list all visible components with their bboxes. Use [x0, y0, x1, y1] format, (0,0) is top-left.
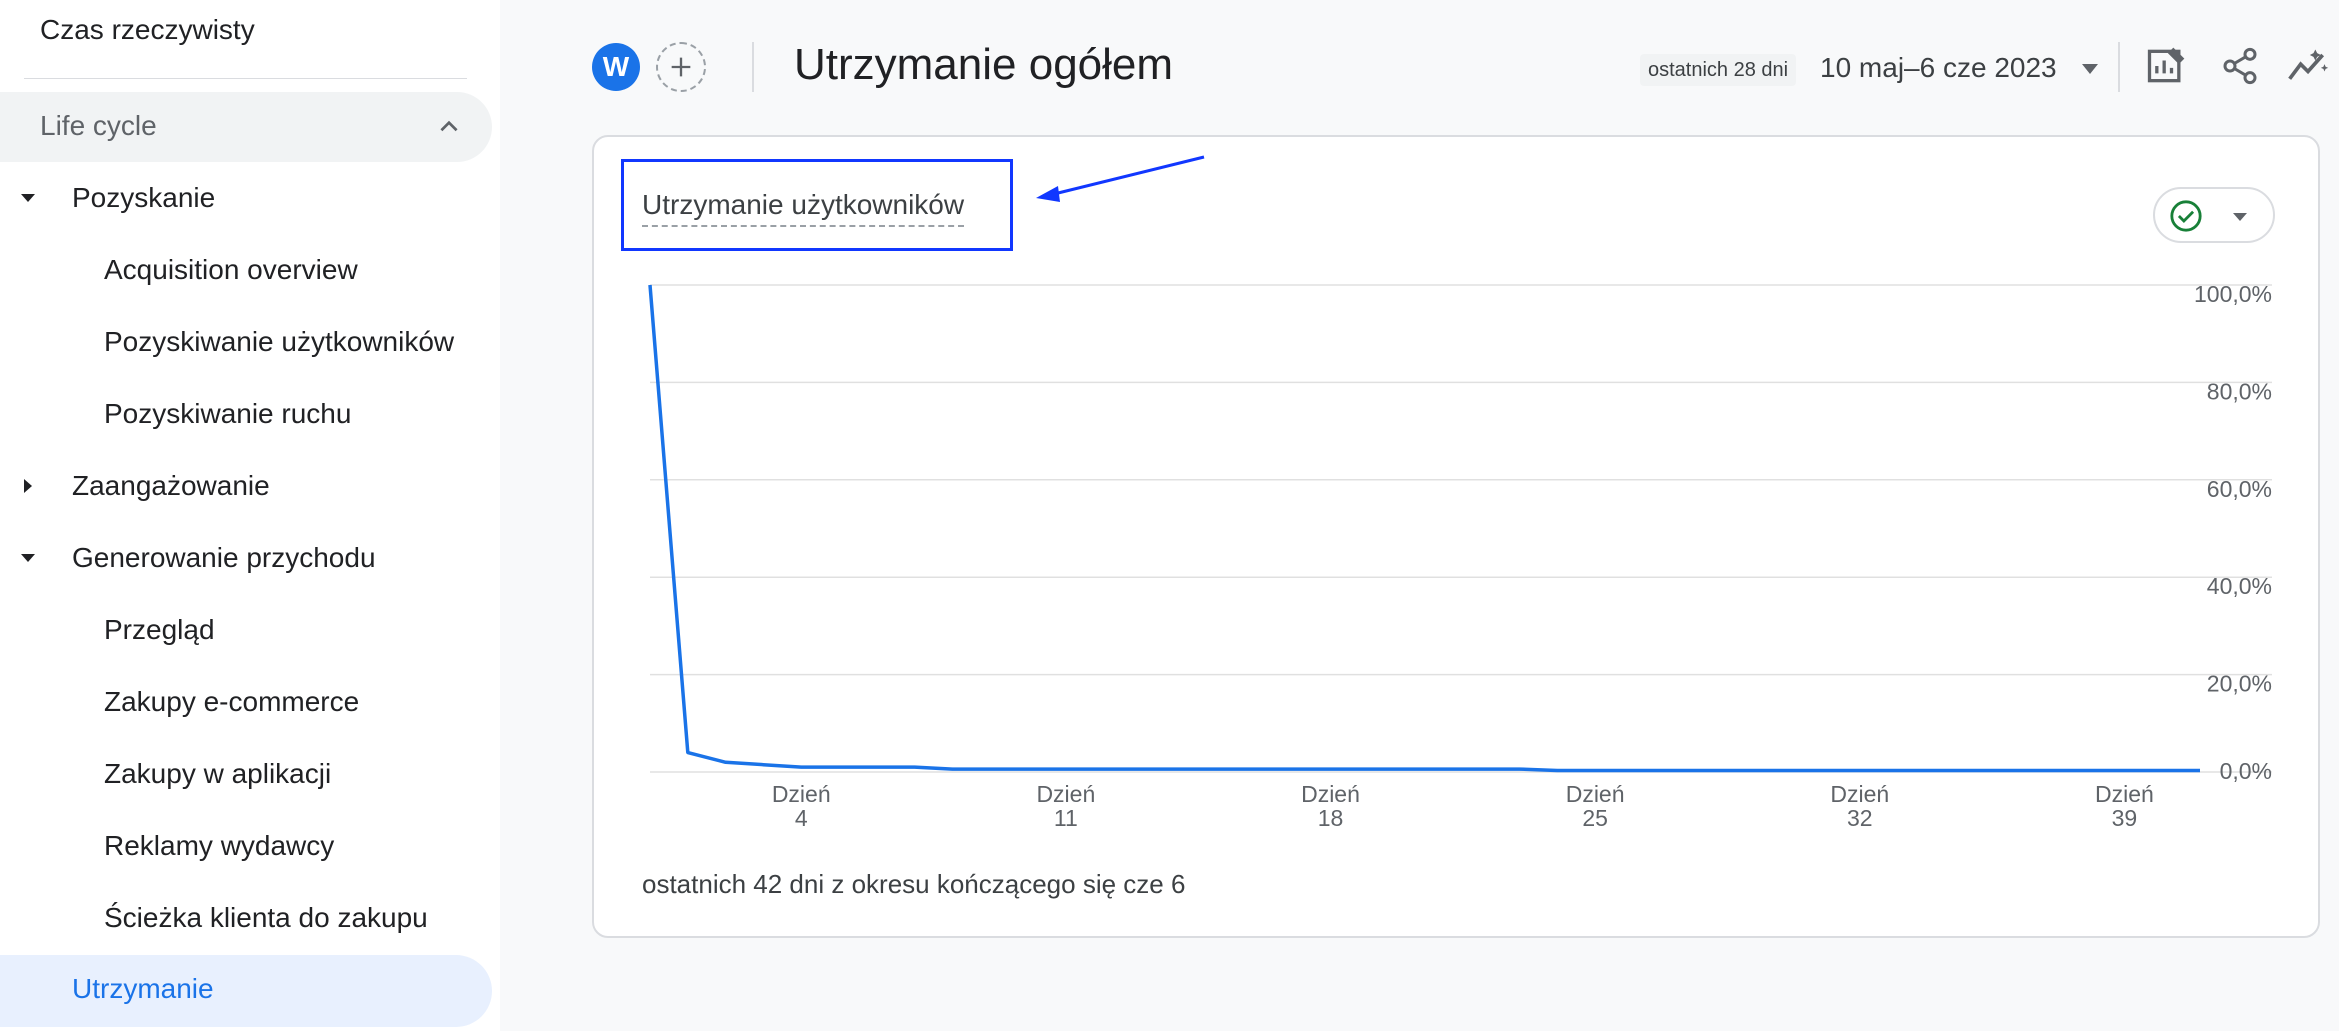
- sidebar-item-label: Pozyskanie: [72, 182, 216, 213]
- page-title: Utrzymanie ogółem: [794, 40, 1174, 89]
- date-range-picker[interactable]: 10 maj–6 cze 2023: [1820, 52, 2057, 83]
- sidebar-item-label: Acquisition overview: [104, 254, 358, 285]
- insights-icon[interactable]: [2284, 42, 2332, 90]
- sidebar-item[interactable]: Reklamy wydawcy: [104, 818, 334, 874]
- sidebar-item[interactable]: Generowanie przychodu: [72, 530, 376, 586]
- sidebar-item[interactable]: Pozyskanie: [72, 170, 215, 226]
- y-tick-label: 40,0%: [2207, 573, 2272, 599]
- sidebar-item[interactable]: Zakupy w aplikacji: [104, 746, 331, 802]
- x-tick-value: 39: [2112, 805, 2138, 831]
- sidebar-section-label: Life cycle: [40, 110, 157, 141]
- x-tick-value: 4: [795, 805, 808, 831]
- sidebar-item-retention[interactable]: Utrzymanie: [0, 955, 492, 1027]
- retention-card: Utrzymanie użytkowników ostatnich 42 dni…: [592, 135, 2320, 938]
- x-tick-label: Dzień: [772, 781, 831, 807]
- caret-right-icon[interactable]: [18, 476, 38, 496]
- sidebar-item[interactable]: Przegląd: [104, 602, 215, 658]
- sidebar-item-label: Generowanie przychodu: [72, 542, 376, 573]
- annotation-highlight-box: [621, 159, 1013, 251]
- caret-down-icon: [2233, 213, 2247, 221]
- date-period-chip: ostatnich 28 dni: [1640, 54, 1797, 86]
- sidebar-item[interactable]: Zaangażowanie: [72, 458, 270, 514]
- sidebar-item-realtime[interactable]: Czas rzeczywisty: [40, 14, 255, 45]
- header-divider: [2118, 42, 2120, 92]
- sidebar-item-label: Ścieżka klienta do zakupu: [104, 902, 428, 933]
- sidebar-item-label: Pozyskiwanie ruchu: [104, 398, 352, 429]
- caret-down-icon[interactable]: [18, 188, 38, 208]
- add-comparison-button[interactable]: [656, 42, 706, 92]
- x-tick-value: 32: [1847, 805, 1873, 831]
- x-tick-label: Dzień: [1830, 781, 1889, 807]
- caret-down-icon[interactable]: [18, 548, 38, 568]
- y-tick-label: 20,0%: [2207, 671, 2272, 697]
- sidebar-divider: [24, 78, 467, 79]
- x-tick-label: Dzień: [1036, 781, 1095, 807]
- plus-icon: [671, 57, 691, 77]
- sidebar-item[interactable]: Acquisition overview: [104, 242, 358, 298]
- y-tick-label: 80,0%: [2207, 378, 2272, 404]
- caret-down-icon[interactable]: [2080, 62, 2100, 76]
- sidebar-item-label: Zakupy w aplikacji: [104, 758, 332, 789]
- sidebar-item-label: Pozyskiwanie użytkowników: [104, 326, 455, 357]
- x-tick-label: Dzień: [1301, 781, 1360, 807]
- card-footer-note: ostatnich 42 dni z okresu kończącego się…: [642, 869, 1186, 899]
- sidebar: Czas rzeczywisty Life cycle Pozyskanie Ac…: [0, 0, 500, 1031]
- sidebar-item-label: Utrzymanie: [72, 973, 214, 1004]
- x-tick-label: Dzień: [2095, 781, 2154, 807]
- sidebar-item[interactable]: Ścieżka klienta do zakupu: [104, 890, 428, 946]
- chevron-up-icon: [440, 120, 458, 132]
- customize-report-icon[interactable]: [2142, 42, 2190, 90]
- check-circle-icon: [2170, 200, 2202, 232]
- sidebar-item-label: Zaangażowanie: [72, 470, 270, 501]
- sidebar-item[interactable]: Zakupy e-commerce: [104, 674, 359, 730]
- data-quality-dropdown[interactable]: [2153, 187, 2275, 243]
- x-tick-label: Dzień: [1566, 781, 1625, 807]
- card-title[interactable]: Utrzymanie użytkowników: [642, 189, 965, 227]
- x-tick-value: 18: [1318, 805, 1344, 831]
- avatar[interactable]: W: [592, 43, 640, 91]
- share-icon[interactable]: [2216, 42, 2264, 90]
- sidebar-item-label: Zakupy e-commerce: [104, 686, 360, 717]
- y-tick-label: 100,0%: [2194, 281, 2272, 307]
- sidebar-section-life-cycle[interactable]: Life cycle: [0, 92, 492, 162]
- sidebar-item-label: Reklamy wydawcy: [104, 830, 335, 861]
- sidebar-item-label: Przegląd: [104, 614, 215, 645]
- y-tick-label: 60,0%: [2207, 476, 2272, 502]
- retention-series-line[interactable]: [648, 284, 2200, 773]
- x-tick-value: 11: [1054, 805, 1078, 831]
- x-tick-value: 25: [1582, 805, 1608, 831]
- sidebar-item[interactable]: Pozyskiwanie ruchu: [104, 386, 351, 442]
- report-header: W Utrzymanie ogółem ostatnich 28 dni 10 …: [500, 0, 2339, 130]
- sidebar-item[interactable]: Pozyskiwanie użytkowników: [104, 314, 454, 370]
- header-divider: [752, 42, 754, 92]
- y-tick-label: 0,0%: [2220, 758, 2272, 784]
